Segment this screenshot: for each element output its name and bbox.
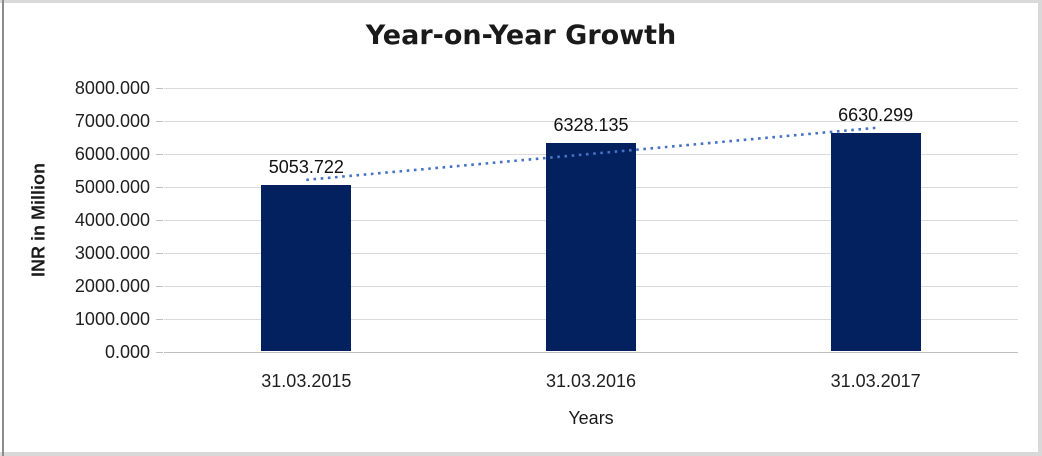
- bar-data-label: 6328.135: [553, 115, 629, 136]
- y-tick-label: 2000.000: [74, 276, 150, 296]
- y-tick-mark: [156, 187, 163, 188]
- y-tick-mark: [156, 220, 163, 221]
- frame-border-bottom: [0, 452, 1042, 456]
- x-tick-label: 31.03.2017: [830, 371, 921, 391]
- y-tick-label: 4000.000: [74, 210, 150, 230]
- y-tick-label: 8000.000: [74, 78, 150, 98]
- x-axis-line: [164, 352, 1018, 353]
- y-tick-mark: [156, 253, 163, 254]
- y-tick-mark: [156, 154, 163, 155]
- frame-border-top: [0, 0, 1042, 3]
- y-tick-label: 6000.000: [74, 144, 150, 164]
- y-tick-label: 5000.000: [74, 177, 150, 197]
- y-tick-mark: [156, 121, 163, 122]
- x-axis-title: Years: [568, 408, 614, 428]
- plot-area: 5053.722 6328.135 6630.299: [164, 88, 1018, 353]
- trendline: [306, 126, 876, 182]
- bar: [261, 185, 352, 351]
- gridline: [164, 88, 1018, 89]
- y-tick-mark: [156, 352, 163, 353]
- frame-border-left: [2, 0, 4, 456]
- x-tick-label: 31.03.2016: [545, 371, 637, 391]
- gridline: [164, 121, 1018, 122]
- bar: [546, 143, 636, 351]
- x-tick-label: 31.03.2015: [261, 371, 352, 391]
- y-tick-label: 7000.000: [74, 111, 150, 131]
- y-tick-mark: [156, 286, 163, 287]
- y-tick-label: 1000.000: [74, 309, 150, 329]
- frame-border-right: [1038, 0, 1042, 456]
- bar: [830, 133, 921, 351]
- y-tick-label: 3000.000: [74, 243, 150, 263]
- y-tick-label: 0.000: [104, 342, 150, 362]
- bar-data-label: 6630.299: [838, 105, 914, 126]
- y-tick-mark: [156, 88, 163, 89]
- chart-title: Year-on-Year Growth: [365, 20, 677, 51]
- y-tick-mark: [156, 319, 163, 320]
- bar-data-label: 5053.722: [268, 157, 344, 178]
